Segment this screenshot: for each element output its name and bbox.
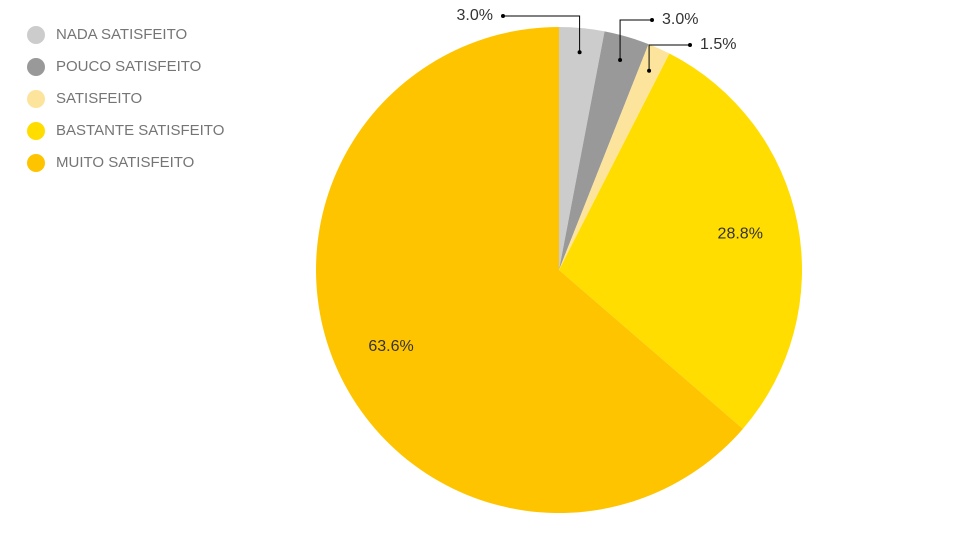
leader-dot — [501, 14, 505, 18]
pie-slice — [559, 27, 605, 270]
legend-swatch — [27, 154, 45, 172]
leader-dot — [647, 68, 652, 73]
data-label: 3.0% — [662, 11, 698, 28]
pie-slice — [316, 27, 743, 513]
leader-dot — [688, 43, 692, 47]
leader-line — [503, 15, 581, 53]
legend-label: MUITO SATISFEITO — [56, 154, 194, 171]
legend-label: NADA SATISFEITO — [56, 26, 187, 43]
data-label: 1.5% — [700, 36, 736, 53]
legend-swatch — [27, 26, 45, 44]
data-label: 3.0% — [457, 7, 493, 24]
leader-line — [619, 19, 652, 61]
leader-dot — [650, 18, 654, 22]
legend-swatch — [27, 58, 45, 76]
leader-line — [648, 44, 690, 71]
legend-label: BASTANTE SATISFEITO — [56, 122, 224, 139]
legend-swatch — [27, 122, 45, 140]
legend-label: POUCO SATISFEITO — [56, 58, 201, 75]
data-label: 28.8% — [718, 226, 763, 243]
legend-label: SATISFEITO — [56, 90, 142, 107]
pie-slice — [559, 53, 802, 429]
data-label: 63.6% — [368, 338, 413, 355]
legend-swatch — [27, 90, 45, 108]
leader-dot — [577, 50, 582, 55]
leader-dot — [618, 58, 623, 63]
pie-slice — [559, 44, 670, 271]
pie-slice — [559, 31, 649, 271]
